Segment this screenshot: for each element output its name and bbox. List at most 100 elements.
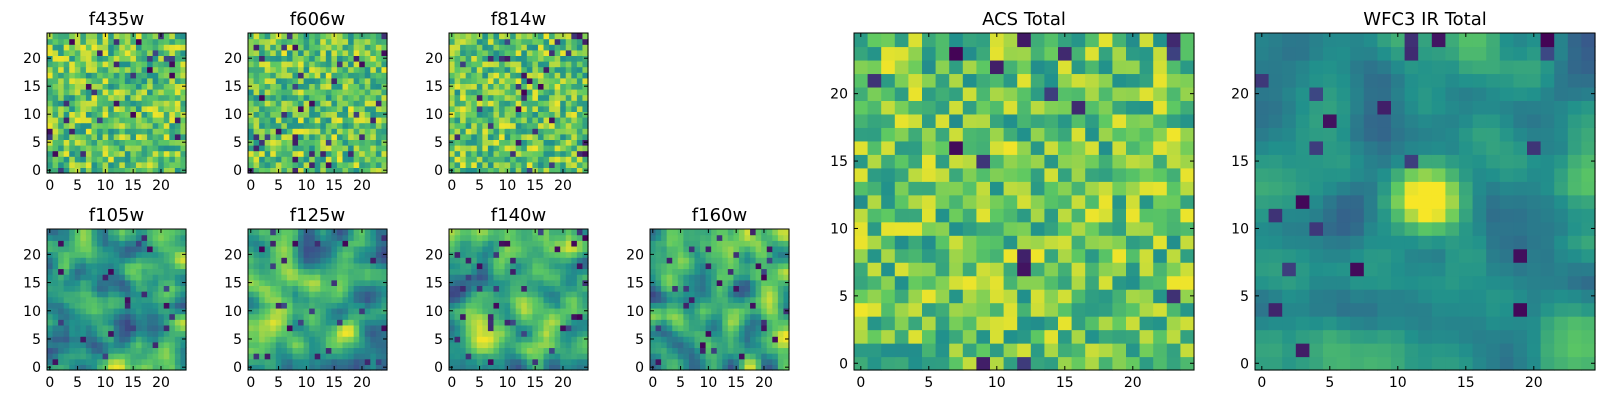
heatmap-cell: [259, 319, 266, 326]
heatmap-cell: [342, 330, 349, 337]
heatmap-cell: [169, 291, 176, 298]
heatmap-cell: [253, 347, 260, 354]
heatmap-cell: [97, 245, 104, 253]
heatmap-cell: [493, 150, 500, 157]
heatmap-cell: [543, 100, 550, 107]
heatmap-cell: [1071, 356, 1086, 371]
heatmap-cell: [163, 150, 170, 157]
heatmap-cell: [342, 89, 349, 96]
heatmap-cell: [303, 100, 310, 107]
heatmap-cell: [248, 94, 255, 101]
heatmap-cell: [97, 83, 104, 90]
heatmap-cell: [147, 133, 154, 140]
panel-title-f140w: f140w: [491, 205, 546, 226]
heatmap-cell: [259, 302, 266, 309]
heatmap-cell: [487, 251, 495, 258]
heatmap-cell: [565, 347, 572, 354]
heatmap-cell: [381, 122, 388, 129]
heatmap-cell: [650, 245, 657, 253]
heatmap-cell: [91, 336, 98, 343]
heatmap-cell: [454, 319, 461, 326]
heatmap-cell: [353, 279, 360, 286]
heatmap-cell: [766, 302, 773, 309]
heatmap-cell: [102, 257, 109, 264]
heatmap-cell: [487, 61, 495, 68]
heatmap-cell: [91, 358, 98, 365]
heatmap-cell: [471, 61, 478, 68]
heatmap-cell: [292, 240, 299, 247]
heatmap-cell: [487, 279, 495, 286]
heatmap-cell: [69, 100, 76, 107]
heatmap-cell: [677, 279, 684, 286]
heatmap-cell: [69, 251, 76, 258]
heatmap-cell: [336, 156, 344, 163]
heatmap-cell: [526, 245, 533, 253]
heatmap-cell: [582, 61, 589, 68]
heatmap-cell: [576, 83, 584, 90]
heatmap-cell: [549, 257, 556, 264]
heatmap-cell: [174, 296, 182, 303]
heatmap-cell: [688, 358, 696, 365]
heatmap-cell: [504, 94, 511, 101]
heatmap-cell: [74, 285, 81, 292]
heatmap-cell: [381, 347, 388, 354]
heatmap-cell: [370, 139, 377, 146]
heatmap-cell: [286, 302, 294, 309]
heatmap-cell: [63, 111, 70, 118]
heatmap-cell: [147, 167, 154, 174]
heatmap-cell: [169, 358, 176, 365]
heatmap-cell: [705, 257, 712, 264]
heatmap-cell: [476, 117, 483, 124]
heatmap-cell: [532, 94, 539, 101]
heatmap-cell: [571, 167, 578, 174]
heatmap-cell: [543, 240, 550, 247]
heatmap-cell: [336, 240, 344, 247]
heatmap-cell: [1017, 329, 1032, 344]
heatmap-cell: [515, 296, 522, 303]
heatmap-cell: [867, 302, 882, 317]
heatmap-cell: [370, 133, 377, 140]
heatmap-cell: [163, 324, 170, 332]
heatmap-cell: [370, 161, 377, 168]
heatmap-cell: [908, 181, 923, 196]
heatmap-cell: [275, 133, 282, 140]
heatmap-cell: [253, 234, 260, 241]
heatmap-cell: [135, 49, 143, 56]
heatmap-cell: [292, 161, 299, 168]
heatmap-cell: [761, 257, 768, 264]
heatmap-cell: [270, 229, 277, 236]
heatmap-cell: [169, 262, 176, 270]
heatmap-cell: [124, 353, 131, 360]
heatmap-cell: [744, 324, 751, 332]
heatmap-cell: [582, 358, 589, 365]
heatmap-cell: [449, 49, 456, 56]
heatmap-cell: [348, 61, 355, 68]
heatmap-cell: [158, 66, 165, 73]
heatmap-cell: [526, 128, 533, 135]
heatmap-cell: [694, 262, 701, 270]
heatmap-cell: [113, 66, 120, 73]
heatmap-cell: [97, 44, 104, 51]
heatmap-cell: [331, 128, 338, 135]
heatmap-cell: [97, 234, 104, 241]
heatmap-cell: [298, 364, 305, 371]
heatmap-cell: [471, 245, 478, 253]
heatmap-cell: [147, 291, 154, 298]
heatmap-cell: [460, 364, 467, 371]
heatmap-cell: [348, 105, 355, 112]
heatmap-cell: [565, 94, 572, 101]
heatmap-cell: [465, 245, 472, 253]
heatmap-cell: [124, 251, 131, 258]
heatmap-cell: [571, 33, 578, 40]
heatmap-cell: [476, 234, 483, 241]
heatmap-cell: [454, 257, 461, 264]
heatmap-cell: [554, 251, 561, 258]
heatmap-cell: [180, 161, 187, 168]
axes-frame-f125w: [247, 228, 388, 371]
heatmap-cell: [91, 66, 98, 73]
heatmap-cell: [716, 296, 723, 303]
heatmap-cell: [1003, 316, 1018, 331]
heatmap-cell: [80, 83, 87, 90]
heatmap-cell: [314, 279, 321, 286]
heatmap-cell: [163, 66, 170, 73]
